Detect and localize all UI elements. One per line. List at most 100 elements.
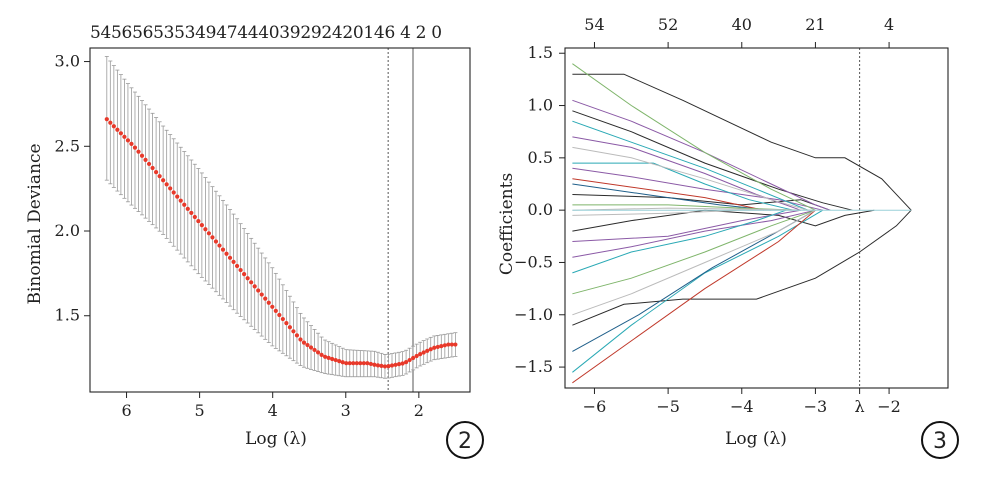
y-tick-label: 1.0	[528, 96, 553, 115]
deviance-point	[340, 360, 345, 365]
deviance-point	[256, 288, 261, 293]
panel-badge-2-number: 2	[458, 429, 472, 454]
deviance-panel: 6 5 4 3 2 3.0 2.5 2.0 1.5 545656535349474440392…	[25, 23, 484, 459]
deviance-point	[365, 361, 370, 366]
coefficient-path	[572, 209, 816, 258]
deviance-point	[305, 342, 310, 348]
deviance-point	[344, 361, 349, 366]
deviance-point	[368, 361, 373, 367]
deviance-point	[206, 231, 212, 236]
deviance-y-ticks: 3.0 2.5 2.0 1.5	[55, 52, 90, 325]
coefficient-path	[572, 73, 912, 211]
y-tick-label: 2.5	[55, 136, 80, 155]
deviance-point	[227, 255, 233, 260]
deviance-point	[185, 206, 190, 211]
deviance-point	[298, 337, 303, 342]
deviance-point	[238, 267, 243, 273]
deviance-point	[418, 352, 423, 357]
deviance-point	[182, 202, 187, 207]
panel-badge-3: 3	[921, 421, 959, 459]
coefficients-plot-frame	[564, 47, 949, 389]
x-tick-label: 4	[268, 401, 278, 420]
deviance-points	[104, 117, 458, 369]
coefficients-paths	[572, 63, 912, 384]
coefficient-path	[572, 209, 816, 295]
deviance-point	[104, 117, 109, 122]
coefficients-x-axis-label: Log (λ)	[725, 429, 787, 449]
coefficient-path	[572, 207, 816, 211]
deviance-point	[242, 272, 247, 277]
coefficient-path	[572, 178, 765, 211]
deviance-point	[414, 353, 419, 359]
deviance-point	[125, 138, 131, 143]
deviance-point	[449, 342, 454, 347]
deviance-point	[435, 344, 440, 350]
deviance-point	[157, 174, 162, 179]
coefficients-top-ticks: 54 52 40 21 4	[584, 15, 894, 48]
deviance-point	[287, 325, 292, 330]
deviance-point	[301, 340, 307, 345]
x-tick-label: 5	[195, 401, 205, 420]
deviance-point	[154, 169, 159, 175]
deviance-point	[139, 153, 145, 158]
deviance-point	[294, 333, 300, 338]
coefficient-path	[572, 194, 831, 211]
deviance-point	[442, 343, 447, 348]
deviance-point	[118, 131, 123, 136]
coefficient-path	[572, 146, 809, 211]
deviance-point	[129, 141, 134, 146]
panel-badge-3-number: 3	[933, 429, 947, 454]
coefficients-y-axis-label: Coefficients	[497, 173, 517, 275]
x-tick-label: 6	[121, 401, 131, 420]
deviance-point	[231, 259, 236, 265]
deviance-point	[259, 292, 264, 297]
y-tick-label: 0.5	[528, 148, 553, 167]
deviance-point	[196, 218, 201, 224]
x-tick-label: 3	[341, 401, 351, 420]
coefficient-path	[572, 209, 912, 326]
deviance-point	[291, 329, 296, 334]
deviance-plot-frame	[89, 47, 471, 393]
coefficients-y-ticks: 1.5 1.0 0.5 0.0 −0.5 −1.0 −1.5	[514, 43, 565, 376]
deviance-point	[164, 182, 169, 187]
deviance-point	[161, 178, 166, 183]
panel-badge-2: 2	[446, 421, 484, 459]
deviance-point	[150, 165, 155, 171]
coefficient-path	[572, 63, 816, 211]
top-tick-label: 40	[732, 15, 752, 34]
deviance-point	[252, 284, 257, 289]
x-tick-label: −6	[583, 397, 607, 416]
deviance-point	[337, 359, 342, 364]
deviance-point	[220, 247, 226, 252]
coefficient-path	[572, 209, 787, 274]
deviance-point	[379, 363, 384, 368]
deviance-error-bars	[104, 56, 458, 379]
deviance-point	[407, 357, 412, 363]
deviance-point	[354, 361, 359, 366]
coefficient-path	[572, 99, 831, 211]
deviance-point	[439, 344, 444, 349]
deviance-point	[210, 235, 215, 240]
deviance-point	[273, 308, 278, 313]
deviance-point	[319, 352, 324, 357]
coefficient-path	[572, 167, 823, 211]
deviance-point	[136, 149, 141, 154]
deviance-point	[199, 223, 204, 228]
deviance-reference-lines	[387, 48, 414, 392]
x-tick-label: 2	[414, 401, 424, 420]
x-tick-label: −2	[877, 397, 901, 416]
deviance-point	[189, 210, 194, 216]
y-tick-label: 1.5	[528, 43, 553, 62]
y-tick-label: 3.0	[55, 52, 80, 71]
deviance-point	[224, 251, 229, 256]
deviance-point	[171, 190, 176, 195]
deviance-point	[326, 355, 331, 360]
deviance-point	[245, 276, 250, 281]
deviance-point	[421, 350, 426, 355]
deviance-point	[284, 321, 289, 326]
coefficient-path	[572, 209, 816, 384]
deviance-point	[375, 363, 381, 368]
deviance-point	[396, 362, 402, 367]
deviance-point	[132, 145, 138, 150]
y-tick-label: −0.5	[514, 252, 553, 271]
